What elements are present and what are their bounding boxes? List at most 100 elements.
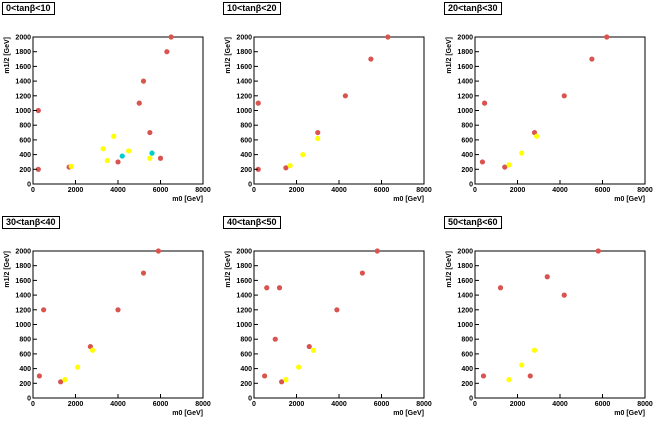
data-point (283, 165, 289, 171)
y-tick-label: 200 (19, 381, 31, 388)
y-tick-label: 1600 (236, 278, 252, 285)
data-point (589, 56, 595, 62)
y-tick-label: 1400 (15, 293, 31, 300)
data-point (164, 49, 170, 55)
y-tick-label: 600 (19, 137, 31, 144)
y-tick-label: 200 (19, 167, 31, 174)
data-point (36, 373, 42, 379)
y-tick-label: 1800 (457, 263, 473, 270)
y-tick-label: 1600 (15, 278, 31, 285)
y-tick-label: 1400 (15, 79, 31, 86)
x-tick-label: 2000 (510, 187, 526, 194)
y-tick-label: 0 (469, 182, 473, 189)
data-point (68, 163, 74, 169)
y-tick-label: 200 (240, 167, 252, 174)
y-tick-label: 400 (19, 152, 31, 159)
data-point (62, 377, 68, 383)
data-point (287, 163, 293, 169)
data-point (272, 336, 278, 342)
chart-title: 0<tanβ<10 (2, 2, 55, 15)
x-tick-label: 4000 (331, 401, 347, 408)
y-tick-label: 2000 (457, 35, 473, 42)
y-tick-label: 600 (461, 351, 473, 358)
data-point (368, 56, 374, 62)
data-point (255, 100, 261, 106)
x-tick-label: 0 (473, 401, 477, 408)
x-axis-label: m0 [GeV] (393, 410, 424, 417)
y-tick-label: 400 (461, 366, 473, 373)
data-point (527, 373, 533, 379)
x-axis-label: m0 [GeV] (614, 196, 645, 203)
data-point (126, 148, 132, 154)
y-axis-label: m1/2 [GeV] (446, 37, 453, 74)
y-tick-label: 1400 (457, 293, 473, 300)
data-point (519, 150, 525, 156)
chart-plot: 0 2000 4000 6000 8000 0 200 400 600 800 1000 1200 14… (225, 34, 432, 203)
y-tick-label: 1600 (236, 64, 252, 71)
data-point (561, 93, 567, 99)
y-tick-label: 0 (469, 396, 473, 403)
data-point (595, 248, 601, 254)
x-axis-label: m0 [GeV] (393, 196, 424, 203)
x-tick-label: 4000 (110, 401, 126, 408)
data-point (481, 100, 488, 106)
chart-plot: 0 2000 4000 6000 8000 0 200 400 600 800 1000 1200 14… (4, 34, 211, 203)
data-point (147, 155, 153, 161)
y-tick-label: 0 (248, 182, 252, 189)
x-tick-label: 8000 (195, 187, 211, 194)
y-tick-label: 0 (27, 396, 31, 403)
data-point (89, 347, 96, 353)
chart-title: 20<tanβ<30 (444, 2, 502, 15)
y-tick-label: 1200 (15, 307, 31, 314)
data-point (100, 146, 106, 152)
chart-panel-6: 0 2000 4000 6000 8000 0 200 400 600 800 1000 1200 14… (442, 214, 662, 428)
y-tick-label: 2000 (236, 35, 252, 42)
x-tick-label: 6000 (374, 401, 390, 408)
data-point (276, 285, 283, 291)
plot-frame (253, 250, 425, 399)
data-point (264, 285, 270, 291)
chart-title: 50<tanβ<60 (444, 216, 502, 229)
x-tick-label: 4000 (331, 187, 347, 194)
data-point (306, 343, 312, 350)
data-point (315, 129, 321, 136)
x-tick-label: 2000 (68, 401, 84, 408)
y-tick-label: 2000 (15, 249, 31, 256)
data-point (531, 347, 538, 353)
data-point (147, 129, 153, 136)
y-tick-label: 800 (19, 123, 31, 130)
data-point (374, 248, 380, 254)
y-tick-label: 1200 (457, 307, 473, 314)
x-tick-label: 2000 (289, 401, 305, 408)
data-point (342, 93, 348, 99)
chart-title: 40<tanβ<50 (223, 216, 281, 229)
data-point (315, 135, 321, 142)
y-tick-label: 800 (240, 337, 252, 344)
x-tick-label: 6000 (595, 401, 611, 408)
data-point (262, 373, 268, 379)
data-point (300, 152, 306, 158)
y-tick-label: 800 (461, 337, 473, 344)
y-tick-label: 1600 (15, 64, 31, 71)
data-point (561, 292, 567, 298)
x-tick-label: 2000 (510, 401, 526, 408)
chart-plot: 0 2000 4000 6000 8000 0 200 400 600 800 1000 1200 14… (446, 248, 653, 417)
data-point (157, 155, 164, 161)
y-tick-label: 800 (240, 123, 252, 130)
data-point (41, 307, 47, 313)
y-tick-label: 200 (461, 381, 473, 388)
data-point (35, 166, 41, 172)
data-point (111, 133, 117, 139)
data-point (359, 270, 365, 276)
y-tick-label: 1800 (15, 49, 31, 56)
x-axis-label: m0 [GeV] (172, 410, 203, 417)
x-tick-label: 8000 (637, 187, 653, 194)
data-point (283, 377, 289, 383)
data-point (480, 373, 487, 379)
x-tick-label: 0 (473, 187, 477, 194)
plot-frame (253, 36, 425, 185)
data-point (310, 347, 317, 353)
y-tick-label: 1200 (236, 93, 252, 100)
data-point (506, 162, 512, 168)
y-tick-label: 1200 (15, 93, 31, 100)
